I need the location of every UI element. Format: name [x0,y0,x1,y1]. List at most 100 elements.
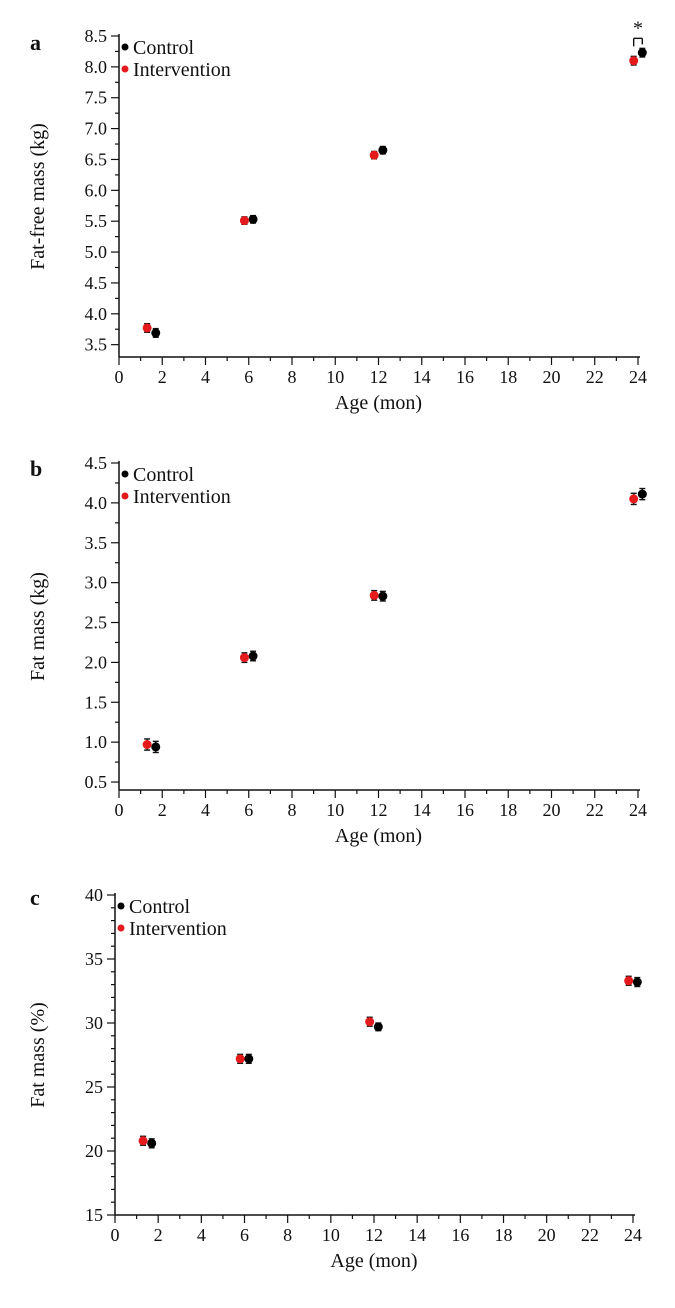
y-tick-label: 3.0 [85,573,108,593]
y-tick-label: 2.0 [85,652,108,672]
point-marker [151,742,161,752]
x-tick-label: 6 [244,367,253,387]
point-marker [239,653,249,663]
legend-marker-intervention [117,924,125,932]
x-tick-label: 8 [288,367,297,387]
x-tick-label: 10 [326,800,344,820]
data-point-control [632,976,642,988]
point-marker [138,1136,148,1146]
x-tick-label: 16 [451,1225,469,1245]
point-marker [373,1022,383,1032]
data-point-intervention [142,738,152,751]
y-tick-label: 0.5 [85,772,108,792]
data-point-control [378,145,388,155]
y-tick-label: 1.0 [85,732,108,752]
legend-marker-control [117,902,125,910]
point-marker [147,1138,157,1148]
data-point-control [378,590,388,602]
point-marker [244,1054,254,1064]
y-tick-label: 30 [85,1013,103,1033]
x-tick-label: 4 [197,1225,206,1245]
y-tick-label: 4.0 [85,493,108,513]
y-tick-label: 2.5 [85,613,108,633]
data-point-intervention [138,1135,148,1146]
x-tick-label: 0 [115,367,124,387]
x-tick-label: 14 [413,800,431,820]
x-axis-label: Age (mon) [335,392,422,414]
x-tick-label: 22 [586,367,604,387]
x-tick-label: 8 [288,800,297,820]
legend-label-control: Control [133,37,195,59]
point-marker [637,48,647,58]
data-point-control [151,740,161,754]
legend-label-intervention: Intervention [129,918,227,940]
data-point-control [151,327,161,338]
y-tick-label: 7.0 [85,119,108,139]
y-tick-label: 3.5 [85,335,108,355]
data-point-intervention [239,652,249,664]
chart-panel-a: a0 2 4 6 8 10 12 14 16 18 20 22 243.54.04.55.05.56.0… [27,17,647,414]
x-tick-label: 16 [456,800,474,820]
y-tick-label: 8.0 [85,57,108,77]
x-tick-label: 22 [586,800,604,820]
x-tick-label: 14 [413,367,431,387]
legend-marker-control [121,470,129,478]
x-tick-label: 6 [240,1225,249,1245]
y-tick-label: 15 [85,1205,103,1225]
data-point-control [147,1138,157,1149]
y-axis-label: Fat mass (kg) [27,572,49,681]
data-point-intervention [239,216,249,226]
x-tick-label: 2 [154,1225,163,1245]
point-marker [365,1017,375,1027]
point-marker [239,216,249,226]
y-tick-label: 1.5 [85,692,108,712]
significance-bracket: * [632,17,644,47]
data-point-intervention [235,1053,245,1065]
y-tick-label: 8.5 [85,26,108,46]
point-marker [624,976,634,986]
x-tick-label: 10 [322,1225,340,1245]
point-marker [629,494,639,504]
y-tick-label: 7.5 [85,88,108,108]
legend-label-control: Control [133,464,195,486]
panel-letter: a [30,30,41,55]
x-axis-label: Age (mon) [330,1250,417,1272]
x-tick-label: 20 [543,367,561,387]
y-tick-label: 6.0 [85,180,108,200]
x-tick-label: 24 [629,367,647,387]
y-tick-label: 4.5 [85,273,108,293]
x-tick-label: 20 [538,1225,556,1245]
data-point-intervention [629,492,639,506]
x-tick-label: 4 [201,367,210,387]
legend-label-control: Control [129,896,191,918]
x-tick-label: 24 [629,800,647,820]
significance-star: * [633,17,643,39]
x-tick-label: 0 [111,1225,120,1245]
point-marker [142,740,152,750]
point-marker [248,214,258,224]
point-marker [369,590,379,600]
point-marker [378,591,388,601]
data-point-control [637,47,647,58]
point-marker [151,328,161,338]
y-tick-label: 40 [85,885,103,905]
y-tick-label: 20 [85,1141,103,1161]
x-tick-label: 14 [408,1225,426,1245]
y-tick-label: 4.5 [85,453,108,473]
y-tick-label: 4.0 [85,304,108,324]
legend-label-intervention: Intervention [133,486,231,508]
x-tick-label: 18 [495,1225,513,1245]
point-marker [378,145,388,155]
x-tick-label: 22 [581,1225,599,1245]
legend-marker-intervention [121,492,129,500]
x-tick-label: 2 [158,800,167,820]
x-tick-label: 12 [365,1225,383,1245]
legend-marker-intervention [121,65,129,73]
x-tick-label: 12 [370,367,388,387]
x-tick-label: 20 [543,800,561,820]
point-marker [637,489,647,499]
x-tick-label: 6 [244,800,253,820]
x-tick-label: 18 [499,367,517,387]
